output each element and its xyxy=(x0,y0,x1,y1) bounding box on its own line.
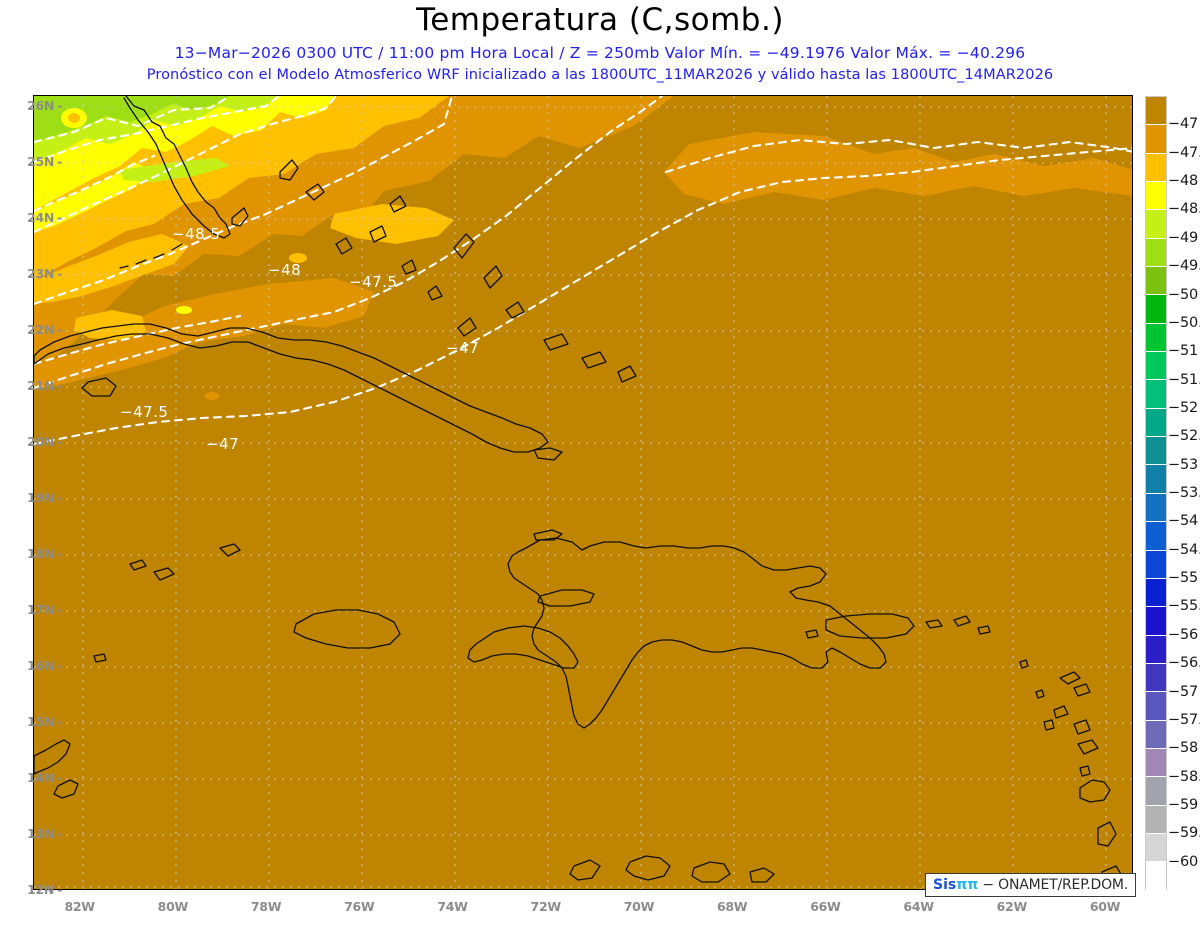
colorbar-tick--50.5: −50.5 xyxy=(1168,314,1200,331)
colorbar-swatch-12 xyxy=(1146,437,1166,466)
colorbar-swatch-1 xyxy=(1146,125,1166,154)
colorbar-tick--51: −51 xyxy=(1168,343,1199,360)
colorbar-swatch-20 xyxy=(1146,663,1166,693)
colorbar-swatch-4 xyxy=(1146,210,1166,239)
contour-label: −47 xyxy=(446,339,480,357)
y-axis-tick-24N: 24N - xyxy=(27,210,62,226)
colorbar-swatch-27 xyxy=(1146,862,1166,891)
colorbar-tick--53: −53 xyxy=(1168,456,1199,473)
colorbar-swatch-8 xyxy=(1146,323,1166,353)
x-axis-tick-66W: 66W xyxy=(810,899,841,914)
colorbar-tick--52: −52 xyxy=(1168,399,1199,416)
colorbar-tick--55.5: −55.5 xyxy=(1168,598,1200,615)
colorbar-tick--47.5: −47.5 xyxy=(1168,144,1200,161)
colorbar-swatch-9 xyxy=(1146,352,1166,381)
y-axis-tick-26N: 26N - xyxy=(27,98,62,114)
colorbar-swatch-3 xyxy=(1146,182,1166,211)
logo-sis-text: Sis xyxy=(933,877,957,893)
page-title: Temperatura (C,somb.) xyxy=(416,2,784,38)
y-axis-tick-23N: 23N - xyxy=(27,266,62,282)
logo-tt-text: ππ xyxy=(956,877,979,893)
header: Temperatura (C,somb.) 13−Mar−2026 0300 U… xyxy=(0,0,1200,90)
colorbar-swatch-2 xyxy=(1146,153,1166,183)
x-axis-tick-62W: 62W xyxy=(996,899,1028,914)
contour-label: −47.5 xyxy=(120,403,169,421)
y-axis-tick-13N: 13N - xyxy=(27,826,62,841)
colorbar-tick--58: −58 xyxy=(1168,740,1199,757)
y-axis-tick-20N: 20N - xyxy=(27,434,62,450)
colorbar-swatch-17 xyxy=(1146,578,1166,608)
colorbar-tick--49.5: −49.5 xyxy=(1168,258,1200,275)
sistt-onamet-logo: Sis ππ − ONAMET/REP.DOM. xyxy=(925,873,1137,897)
colorbar-tick--54.5: −54.5 xyxy=(1168,541,1200,558)
y-axis-tick-15N: 15N - xyxy=(27,714,62,730)
colorbar-swatch-21 xyxy=(1146,692,1166,721)
colorbar-tick--49: −49 xyxy=(1168,229,1199,246)
colorbar-swatch-5 xyxy=(1146,238,1166,268)
contour-label: −47 xyxy=(206,435,240,453)
x-axis-tick-72W: 72W xyxy=(530,899,562,914)
y-axis-tick-16N: 16N - xyxy=(27,658,62,674)
colorbar-swatch-24 xyxy=(1146,777,1166,806)
colorbar-tick--60: −60 xyxy=(1168,853,1199,870)
x-axis-tick-68W: 68W xyxy=(716,899,748,914)
x-axis-tick-74W: 74W xyxy=(437,899,468,914)
colorbar-swatch-10 xyxy=(1146,380,1166,409)
contour-label: −48 xyxy=(268,261,302,279)
x-axis-tick-80W: 80W xyxy=(157,899,189,914)
y-axis-tick-18N: 18N - xyxy=(27,546,62,562)
colorbar-swatch-25 xyxy=(1146,805,1166,834)
colorbar-tick--51.5: −51.5 xyxy=(1168,371,1200,388)
colorbar-tick--48.5: −48.5 xyxy=(1168,201,1200,218)
colorbar-swatch-19 xyxy=(1146,635,1166,664)
colorbar-tick--56.5: −56.5 xyxy=(1168,655,1200,672)
colorbar-swatch-18 xyxy=(1146,607,1166,636)
colorbar-tick--59.5: −59.5 xyxy=(1168,825,1200,842)
colorbar-swatch-13 xyxy=(1146,465,1166,494)
x-axis-tick-82W: 82W xyxy=(64,899,95,914)
colorbar-tick--59: −59 xyxy=(1168,796,1199,813)
temperature-shading xyxy=(34,96,1132,889)
colorbar-tick--58.5: −58.5 xyxy=(1168,768,1200,785)
x-axis-tick-78W: 78W xyxy=(250,899,282,914)
model-description-line: Pronóstico con el Modelo Atmosferico WRF… xyxy=(146,67,1054,83)
colorbar-tick--52.5: −52.5 xyxy=(1168,428,1200,445)
y-axis-tick-22N: 22N - xyxy=(27,322,62,338)
contour-label: −47.5 xyxy=(349,273,398,291)
colorbar-swatch-6 xyxy=(1146,267,1166,296)
colorbar-swatch-0 xyxy=(1146,97,1166,126)
colorbar-tick--50: −50 xyxy=(1168,286,1199,303)
y-axis-tick-25N: 25N - xyxy=(27,154,62,170)
forecast-metadata-line: 13−Mar−2026 0300 UTC / 11:00 pm Hora Loc… xyxy=(174,44,1026,62)
y-axis-tick-12N: 12N - xyxy=(27,882,62,897)
colorbar-swatch-22 xyxy=(1146,720,1166,749)
x-axis-tick-76W: 76W xyxy=(344,899,375,914)
x-axis-tick-64W: 64W xyxy=(903,899,934,914)
colorbar-tick--56: −56 xyxy=(1168,626,1199,643)
y-axis-tick-19N: 19N - xyxy=(27,490,62,506)
colorbar-tick--47: −47 xyxy=(1168,116,1199,133)
colorbar-swatch-14 xyxy=(1146,493,1166,523)
colorbar-tick--57.5: −57.5 xyxy=(1168,711,1200,728)
temperature-colorbar xyxy=(1145,96,1167,891)
colorbar-swatch-15 xyxy=(1146,522,1166,551)
colorbar-tick--48: −48 xyxy=(1168,173,1199,190)
x-axis-tick-70W: 70W xyxy=(623,899,655,914)
colorbar-swatch-7 xyxy=(1146,295,1166,324)
logo-agency-text: − ONAMET/REP.DOM. xyxy=(982,877,1129,893)
y-axis-tick-17N: 17N - xyxy=(27,602,62,618)
y-axis-tick-21N: 21N - xyxy=(27,378,62,394)
map-plot-area: −48.5 −48 −47.5 −47 −47.5 −47 xyxy=(33,95,1133,890)
colorbar-tick--53.5: −53.5 xyxy=(1168,485,1200,501)
colorbar-tick--57: −57 xyxy=(1168,683,1199,700)
colorbar-tick--55: −55 xyxy=(1168,570,1199,587)
contour-label: −48.5 xyxy=(172,225,221,243)
colorbar-swatch-16 xyxy=(1146,550,1166,579)
colorbar-swatch-23 xyxy=(1146,748,1166,778)
colorbar-swatch-26 xyxy=(1146,833,1166,863)
y-axis-tick-14N: 14N - xyxy=(27,770,62,786)
x-axis-tick-60W: 60W xyxy=(1089,899,1121,914)
colorbar-tick--54: −54 xyxy=(1168,513,1199,530)
colorbar-swatch-11 xyxy=(1146,408,1166,438)
